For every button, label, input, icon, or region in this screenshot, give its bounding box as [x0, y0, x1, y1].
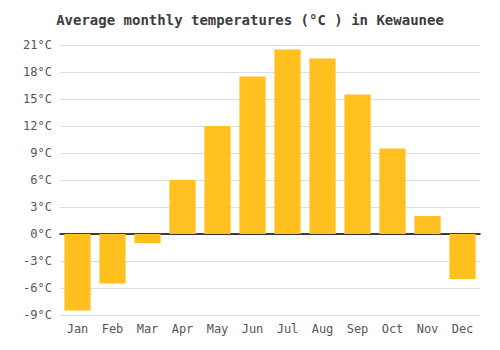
svg-text:12°C: 12°C [23, 119, 52, 133]
svg-text:18°C: 18°C [23, 65, 52, 79]
svg-text:Jun: Jun [242, 322, 264, 336]
svg-text:Mar: Mar [137, 322, 159, 336]
svg-text:Jul: Jul [277, 322, 299, 336]
svg-text:9°C: 9°C [30, 146, 52, 160]
svg-text:Dec: Dec [452, 322, 474, 336]
svg-text:15°C: 15°C [23, 92, 52, 106]
svg-text:-6°C: -6°C [23, 281, 52, 295]
svg-text:Average monthly temperatures (: Average monthly temperatures (°C ) in Ke… [56, 12, 444, 28]
svg-text:21°C: 21°C [23, 38, 52, 52]
svg-text:-9°C: -9°C [23, 308, 52, 322]
svg-text:Jan: Jan [67, 322, 89, 336]
svg-text:Sep: Sep [347, 322, 369, 336]
svg-text:Nov: Nov [417, 322, 439, 336]
svg-text:Feb: Feb [102, 322, 124, 336]
svg-text:3°C: 3°C [30, 200, 52, 214]
svg-text:May: May [207, 322, 229, 336]
svg-text:-3°C: -3°C [23, 254, 52, 268]
svg-text:Apr: Apr [172, 322, 194, 336]
svg-text:0°C: 0°C [30, 227, 52, 241]
svg-text:Oct: Oct [382, 322, 404, 336]
svg-text:6°C: 6°C [30, 173, 52, 187]
svg-text:Aug: Aug [312, 322, 334, 336]
